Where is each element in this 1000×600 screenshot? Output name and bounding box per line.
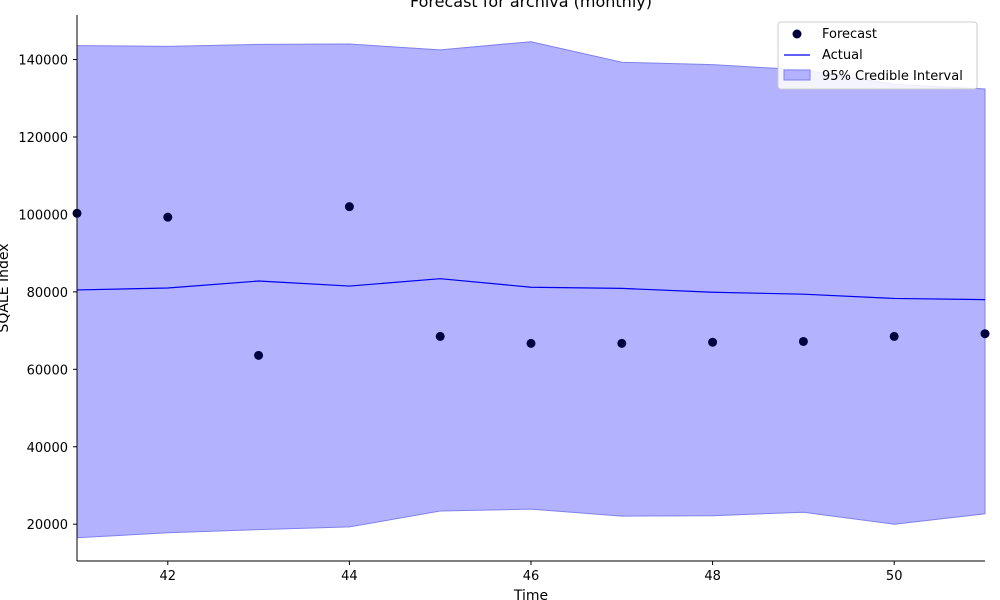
- y-axis-ticks: 20000 40000 60000 80000 100000 120000 140000: [18, 54, 77, 533]
- legend: Forecast Actual 95% Credible Interval: [777, 21, 978, 90]
- legend-box: [777, 21, 978, 90]
- credible-interval-band: [76, 41, 986, 539]
- forecast-point: [163, 212, 173, 222]
- y-tick-label: 20000: [27, 518, 68, 533]
- chart-title: Forecast for archiva (monthly): [410, 0, 652, 11]
- x-tick-label: 50: [886, 569, 903, 584]
- forecast-point: [708, 337, 718, 347]
- forecast-point: [526, 338, 536, 348]
- x-tick-label: 48: [704, 569, 721, 584]
- x-tick-label: 42: [160, 569, 177, 584]
- legend-forecast-marker: [792, 29, 802, 39]
- actual-line: [76, 278, 986, 301]
- y-tick-label: 60000: [27, 363, 68, 378]
- forecast-point: [254, 350, 264, 360]
- x-tick-label: 46: [523, 569, 540, 584]
- forecast-point: [617, 338, 627, 348]
- y-tick-label: 120000: [18, 131, 68, 146]
- legend-interval-label: 95% Credible Interval: [822, 69, 963, 84]
- legend-forecast-label: Forecast: [822, 27, 877, 42]
- y-axis-title: SQALE Index: [0, 243, 12, 332]
- forecast-point: [980, 329, 990, 339]
- legend-actual-label: Actual: [822, 48, 863, 63]
- x-tick-label: 44: [341, 569, 358, 584]
- forecast-point: [344, 202, 354, 212]
- legend-interval-marker: [783, 69, 811, 81]
- plot-area: [72, 41, 990, 539]
- y-tick-label: 100000: [18, 208, 68, 223]
- y-tick-label: 80000: [27, 286, 68, 301]
- y-tick-label: 140000: [18, 54, 68, 69]
- x-axis-title: Time: [513, 588, 548, 600]
- forecast-point: [889, 331, 899, 341]
- x-axis-ticks: 42 44 46 48 50: [160, 561, 903, 584]
- forecast-point: [435, 331, 445, 341]
- forecast-point: [798, 336, 808, 346]
- y-tick-label: 40000: [27, 441, 68, 456]
